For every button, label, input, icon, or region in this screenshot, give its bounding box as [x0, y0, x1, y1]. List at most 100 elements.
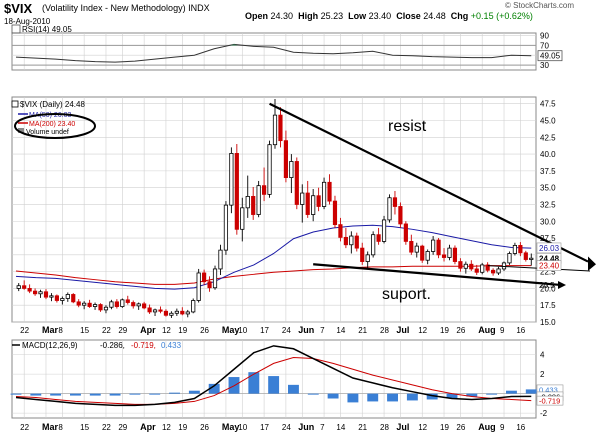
x-tick-label: Aug	[478, 422, 496, 432]
x-tick-label: 12	[162, 326, 171, 335]
macd-legend: MACD(12,26,9)	[22, 341, 78, 350]
price-y-tick-label: 22.5	[540, 268, 556, 277]
x-tick-label: 8	[58, 423, 63, 432]
candle-body	[289, 161, 294, 178]
macd-signal-line	[15, 357, 532, 405]
rsi-last-value-label: 49.05	[540, 52, 561, 61]
candle-body	[180, 310, 185, 315]
candle-body	[294, 161, 299, 205]
signal-legend-value: -0.719,	[131, 341, 156, 350]
candle-body	[207, 281, 212, 289]
x-tick-label: 19	[440, 326, 449, 335]
candle-body	[218, 249, 223, 270]
macd-value-box	[536, 395, 564, 406]
macd-histogram-bar	[506, 390, 517, 394]
candle-body	[202, 272, 207, 283]
macd-histogram-bar	[89, 393, 101, 396]
candle-body	[420, 245, 425, 261]
x-tick-label: 26	[456, 326, 465, 335]
candle-body	[103, 306, 109, 311]
chg-label: Chg	[450, 11, 469, 21]
price-y-tick-label: 47.5	[540, 100, 556, 109]
price-y-tick-label: 45.0	[540, 117, 556, 126]
macd-histogram-bar	[406, 393, 418, 401]
candle-body	[185, 311, 190, 315]
support-trendline	[313, 263, 563, 287]
candle-body	[398, 206, 403, 225]
x-tick-label: May	[222, 325, 240, 335]
chart-date: 18-Aug-2010	[4, 17, 51, 26]
chg-value: +0.15 (+0.62%)	[470, 11, 533, 21]
candle-body	[256, 185, 261, 215]
candle-body	[512, 245, 518, 254]
candle-body	[54, 295, 59, 301]
price-y-tick-label: 42.5	[540, 133, 556, 142]
macd-histogram-bar	[525, 389, 537, 394]
x-tick-label: 14	[336, 326, 345, 335]
candle-body	[425, 251, 430, 261]
macd-histogram-bar	[268, 376, 280, 394]
x-tick-label: Jul	[396, 422, 409, 432]
x-tick-label: 15	[80, 423, 89, 432]
candle-body	[142, 303, 147, 309]
candle-body	[158, 309, 163, 312]
x-tick-label: 10	[238, 423, 247, 432]
candle-body	[447, 247, 452, 258]
x-tick-label: 19	[178, 326, 187, 335]
rsi-y-tick-label: 70	[540, 41, 549, 50]
x-tick-label: Jun	[298, 325, 314, 335]
candle-body	[120, 299, 125, 307]
rsi-line	[15, 43, 532, 63]
rsi-y-tick-label: 30	[540, 61, 549, 70]
price-y-tick-label: 37.5	[540, 167, 556, 176]
resist-annotation: resist	[388, 118, 427, 135]
macd-histogram-bar	[347, 393, 359, 403]
x-tick-label: 24	[282, 423, 291, 432]
x-tick-label: 24	[282, 326, 291, 335]
open-label: Open	[245, 11, 269, 21]
candle-body	[147, 307, 152, 313]
x-tick-label: 22	[102, 326, 111, 335]
x-tick-label: 29	[118, 423, 127, 432]
x-tick-label: 16	[516, 326, 525, 335]
ticker-symbol: $VIX	[4, 1, 33, 16]
stockcharts-brand: © StockCharts.com	[505, 1, 575, 10]
candle-body	[316, 195, 321, 207]
macd-histogram-bar	[307, 393, 319, 395]
price-value-box	[536, 242, 562, 254]
price-value-label: 26.03	[539, 244, 560, 253]
candle-body	[114, 301, 119, 307]
candle-body	[240, 207, 245, 230]
resistance-trendline	[269, 102, 589, 263]
x-tick-label: 12	[162, 423, 171, 432]
candle-body	[131, 302, 136, 307]
macd-histogram-bar	[288, 384, 299, 394]
candle-body	[518, 245, 523, 254]
macd-histogram-bar	[486, 393, 498, 395]
macd-histogram-bar	[149, 393, 161, 395]
low-value: 23.40	[368, 11, 392, 21]
candle-body	[431, 239, 436, 252]
macd-legend-value: -0.286,	[100, 341, 125, 350]
candle-body	[469, 263, 474, 270]
support-arrowhead	[558, 281, 566, 290]
candle-body	[343, 236, 348, 246]
candle-body	[251, 196, 256, 215]
x-tick-label: May	[222, 422, 240, 432]
x-tick-label: Aug	[478, 325, 496, 335]
open-value: 24.30	[270, 11, 294, 21]
candle-body	[174, 310, 179, 314]
close-value: 24.48	[423, 11, 446, 21]
candle-body	[360, 247, 365, 262]
candle-body	[272, 114, 278, 146]
support-value-label: 20.5	[539, 281, 555, 290]
macd-histogram-bar	[10, 393, 22, 395]
candle-body	[65, 294, 70, 299]
x-tick-label: 19	[178, 423, 187, 432]
ma50-legend: MA(50) 26.03	[29, 112, 72, 119]
macd-value-label: 0.433	[539, 385, 558, 394]
candle-body	[305, 192, 310, 215]
macd-histogram-bar	[109, 393, 121, 396]
candle-body	[267, 144, 272, 195]
